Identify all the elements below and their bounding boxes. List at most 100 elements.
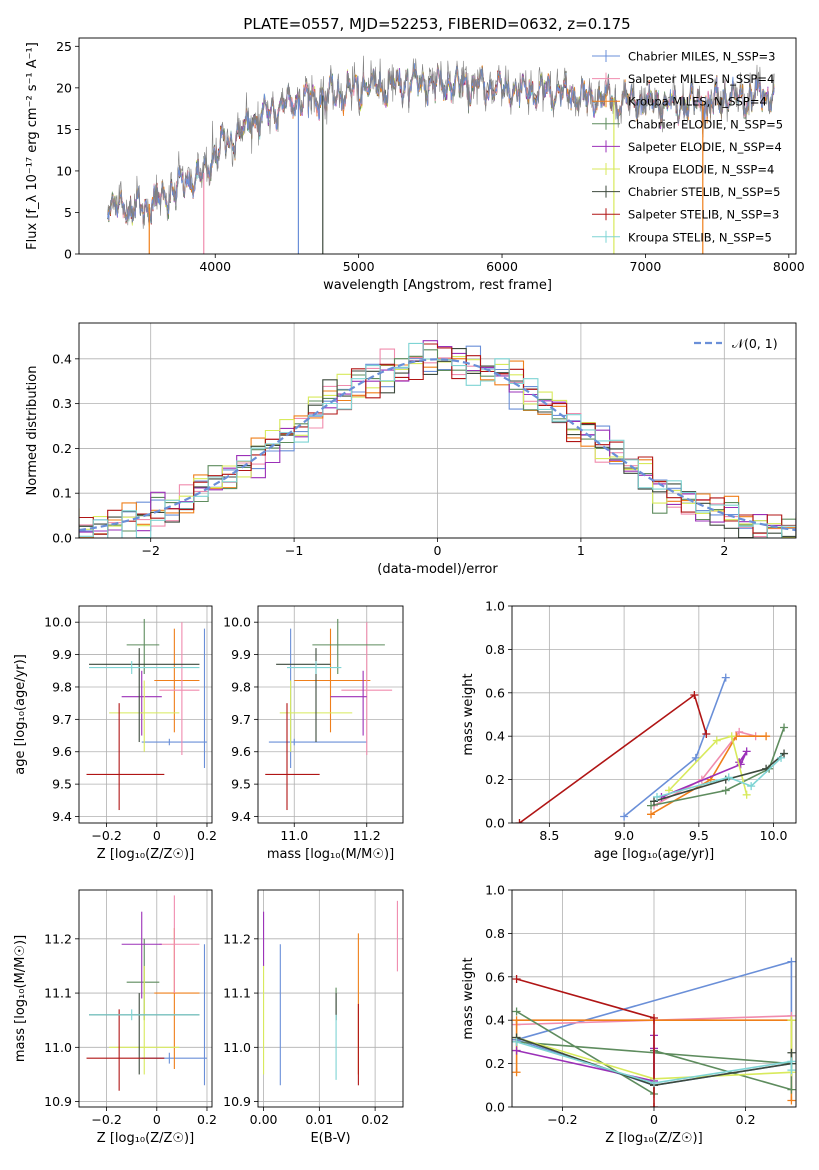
point-marker [512, 1016, 521, 1025]
legend-entry: Chabrier MILES, N_SSP=3 [628, 50, 775, 64]
point-marker [650, 1079, 658, 1088]
massweight-vs-Z-frame [511, 889, 797, 1108]
y-tick-label: 0.8 [485, 642, 505, 657]
age-vs-Z-axes: −0.2 0 0.2 9.4 9.5 9.6 9.7 9.8 9.9 10.0 [44, 606, 217, 843]
residuals-ylabel: Normed distribution [25, 366, 40, 496]
mass-vs-Z-axes: −0.2 0 0.2 10.9 11.0 11.1 11.2 [44, 890, 217, 1127]
age-vs-mass-xlabel: mass [log₁₀(M/M☉)] [267, 847, 394, 862]
y-tick-label: 0.4 [485, 1013, 505, 1028]
mass-weight-line [653, 752, 785, 803]
massweight-vs-age-axes: 8.5 9.0 9.5 10.0 0.0 0.2 0.4 0.6 0.8 1.0 [485, 599, 796, 843]
normal-curve [79, 358, 796, 532]
y-tick-label: 10.0 [44, 615, 72, 630]
legend-entry: Salpeter STELIB, N_SSP=3 [628, 208, 779, 222]
point-marker [787, 1066, 796, 1075]
y-tick-label: 9.7 [52, 712, 72, 727]
x-tick-label: 0.02 [361, 1112, 389, 1127]
x-tick-label: 0.2 [197, 1112, 217, 1127]
point-marker [721, 786, 730, 795]
x-tick-label: −0.2 [91, 1112, 121, 1127]
point-marker [735, 727, 744, 736]
y-tick-label: 10.9 [44, 1094, 72, 1109]
age-vs-Z-xlabel: Z [log₁₀(Z/Z☉)] [97, 847, 194, 862]
y-tick-label: 11.0 [44, 1040, 72, 1055]
mass-weight-line [516, 1020, 793, 1080]
x-tick-label: 8.5 [539, 828, 559, 843]
mass-weight-line [516, 1041, 793, 1084]
legend-entry: Chabrier STELIB, N_SSP=5 [628, 185, 780, 199]
point-marker [742, 790, 751, 799]
mass-vs-Z-frame [78, 889, 213, 1108]
point-marker [780, 723, 789, 732]
point-marker [650, 1014, 658, 1023]
y-tick-label: 0.8 [485, 926, 505, 941]
mass-vs-Z-ylabel: mass [log₁₀(M/M☉)] [13, 935, 28, 1062]
massweight-vs-Z-ylabel: mass weight [461, 957, 476, 1039]
point-marker [787, 1085, 796, 1094]
y-tick-label: 9.4 [52, 809, 72, 824]
point-marker [787, 1096, 796, 1105]
point-marker [724, 773, 733, 782]
y-tick-label: 9.5 [231, 777, 251, 792]
y-tick-label: 15 [56, 122, 72, 137]
x-tick-label: 11.2 [353, 828, 381, 843]
y-tick-label: 0.4 [485, 729, 505, 744]
age-vs-mass-frame [257, 605, 404, 824]
spectrum-legend: Chabrier MILES, N_SSP=3 Salpeter MILES, N… [592, 50, 783, 244]
y-tick-label: 0.2 [485, 772, 505, 787]
mass-weight-line [653, 730, 756, 807]
mass-weight-line [650, 735, 767, 815]
point-marker [647, 810, 656, 819]
y-tick-label: 0.0 [485, 816, 505, 831]
x-tick-label: 0 [153, 828, 161, 843]
y-tick-label: 9.7 [231, 712, 251, 727]
point-marker [652, 792, 661, 801]
point-marker [512, 1068, 521, 1077]
x-tick-label: −0.2 [547, 1112, 577, 1127]
legend-entry: Kroupa STELIB, N_SSP=5 [628, 230, 772, 244]
mass-vs-ebv-points [263, 900, 398, 1086]
y-tick-label: 9.5 [52, 777, 72, 792]
mass-weight-line [656, 757, 782, 798]
massweight-vs-age-frame [511, 605, 797, 824]
point-marker [787, 1016, 796, 1025]
x-tick-label: 0 [650, 1112, 658, 1127]
histogram-series [79, 343, 796, 538]
mass-vs-Z-xlabel: Z [log₁₀(Z/Z☉)] [97, 1131, 194, 1146]
y-tick-label: 0.0 [485, 1100, 505, 1115]
legend-entry: Salpeter ELODIE, N_SSP=4 [628, 140, 782, 154]
legend-entry: Kroupa MILES, N_SSP=4 [628, 95, 767, 109]
x-tick-label: 6000 [486, 259, 518, 274]
point-marker [712, 736, 721, 745]
massweight-vs-age-xlabel: age [log₁₀(age/yr)] [594, 847, 715, 862]
x-tick-label: 9.0 [614, 828, 634, 843]
y-tick-label: 1.0 [485, 883, 505, 898]
spectrum-frame [78, 37, 797, 255]
y-tick-label: 9.6 [52, 744, 72, 759]
y-tick-label: 5 [64, 205, 72, 220]
age-vs-Z-frame [78, 605, 213, 824]
mass-weight-line [516, 1010, 793, 1096]
mass-vs-ebv-frame [257, 889, 404, 1108]
x-tick-label: 2 [720, 543, 728, 558]
legend-entry: Chabrier ELODIE, N_SSP=5 [628, 117, 783, 131]
plots-layer: 4000 5000 6000 7000 80000510152025wavelength… [13, 37, 805, 1146]
observed-spectrum-line [107, 55, 775, 229]
mass-weight-line [661, 750, 748, 798]
x-tick-label: −2 [141, 543, 159, 558]
x-tick-label: 11.0 [280, 828, 308, 843]
point-marker [727, 732, 736, 741]
y-tick-label: 0.4 [52, 351, 72, 366]
legend-entry: Kroupa ELODIE, N_SSP=4 [628, 163, 774, 177]
massweight-vs-Z-xlabel: Z [log₁₀(Z/Z☉)] [605, 1131, 702, 1146]
point-marker [512, 1007, 521, 1016]
y-tick-label: 9.6 [231, 744, 251, 759]
age-vs-mass-axes: 11.0 11.2 9.4 9.5 9.6 9.7 9.8 9.9 10.0 [223, 606, 403, 843]
histogram-series [79, 342, 796, 538]
x-tick-label: 0.2 [736, 1112, 756, 1127]
y-tick-label: 0.2 [485, 1056, 505, 1071]
mass-weight-line [668, 735, 748, 795]
y-tick-label: 10 [56, 163, 72, 178]
x-tick-label: 0 [153, 1112, 161, 1127]
